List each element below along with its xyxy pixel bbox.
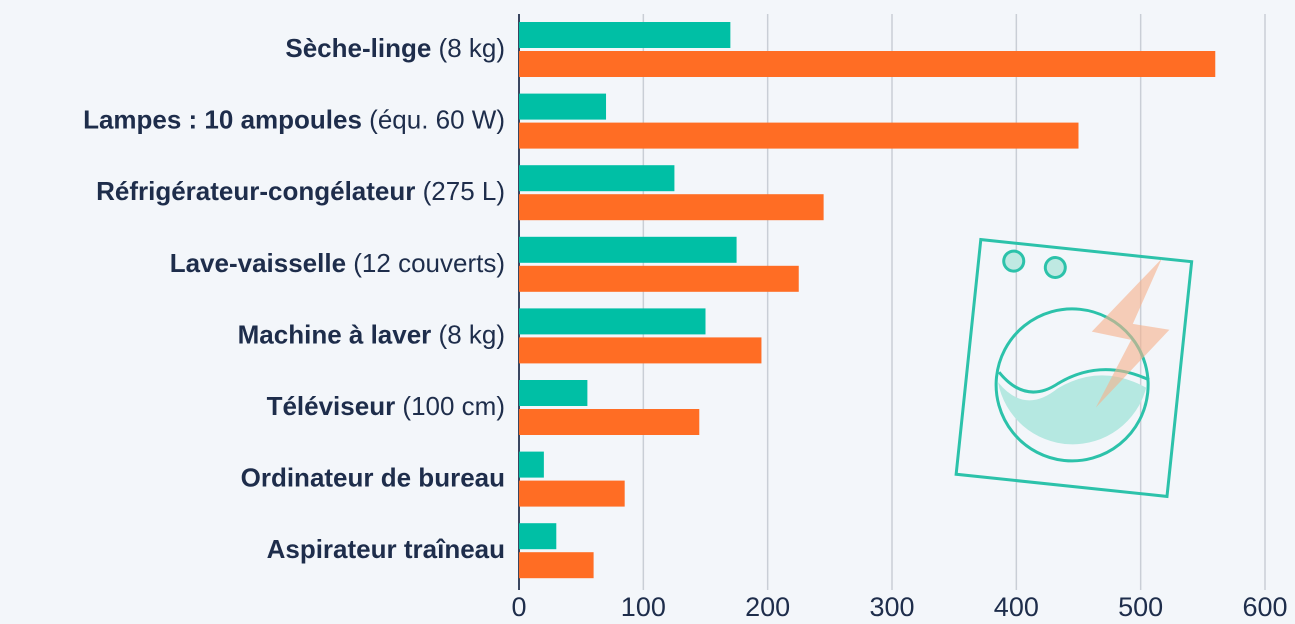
- label-detail: (8 kg): [439, 319, 505, 349]
- washing-machine-icon: [954, 237, 1194, 499]
- category-label: Aspirateur traîneau: [267, 534, 505, 564]
- category-label: Ordinateur de bureau: [241, 462, 505, 492]
- bar: [519, 552, 594, 579]
- x-tick-label: 400: [994, 592, 1039, 622]
- bar: [519, 380, 588, 406]
- bar: [519, 337, 762, 364]
- label-main: Téléviseur: [267, 391, 403, 421]
- label-detail: (8 kg): [439, 33, 505, 63]
- bar: [519, 93, 607, 120]
- label-main: Machine à laver: [238, 319, 439, 349]
- category-label: Machine à laver (8 kg): [238, 319, 505, 349]
- bar: [519, 409, 700, 435]
- label-main: Ordinateur de bureau: [241, 462, 505, 492]
- category-label: Téléviseur (100 cm): [267, 391, 505, 421]
- bar: [519, 194, 824, 221]
- label-main: Lampes : 10 ampoules: [83, 104, 369, 134]
- label-detail: (275 L): [423, 176, 505, 206]
- bar: [519, 265, 799, 292]
- bar: [519, 51, 1216, 77]
- label-main: Réfrigérateur-congélateur: [96, 176, 423, 206]
- label-main: Sèche-linge: [285, 33, 438, 63]
- x-tick-label: 600: [1242, 592, 1287, 622]
- bar: [519, 165, 675, 192]
- bar: [519, 451, 544, 478]
- label-detail: (12 couverts): [353, 248, 505, 278]
- x-tick-label: 0: [511, 592, 526, 622]
- category-label: Lampes : 10 ampoules (équ. 60 W): [83, 104, 505, 134]
- label-detail: (100 cm): [402, 391, 505, 421]
- bar: [519, 22, 731, 48]
- category-label: Lave-vaisselle (12 couverts): [170, 248, 505, 278]
- bar: [519, 480, 625, 507]
- bar: [519, 523, 557, 550]
- bar: [519, 308, 706, 335]
- x-tick-label: 200: [745, 592, 790, 622]
- category-label: Réfrigérateur-congélateur (275 L): [96, 176, 505, 206]
- label-main: Aspirateur traîneau: [267, 534, 505, 564]
- label-detail: (équ. 60 W): [369, 104, 505, 134]
- category-label: Sèche-linge (8 kg): [285, 33, 505, 63]
- x-tick-label: 100: [621, 592, 666, 622]
- x-tick-label: 500: [1118, 592, 1163, 622]
- bar: [519, 236, 737, 263]
- bar: [519, 122, 1079, 149]
- label-main: Lave-vaisselle: [170, 248, 354, 278]
- x-tick-label: 300: [869, 592, 914, 622]
